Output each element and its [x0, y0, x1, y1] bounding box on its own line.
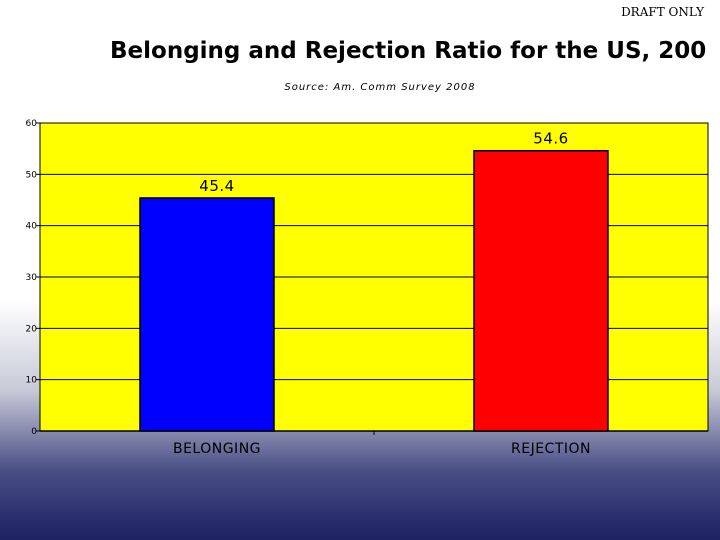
y-tick-label-10: 10 [26, 376, 38, 386]
bar-rejection [473, 149, 609, 432]
chart-title: Belonging and Rejection Ratio for the US… [110, 38, 707, 64]
bar-belonging [139, 197, 275, 432]
y-tick-label-20: 20 [26, 324, 38, 334]
x-tick-label-rejection: REJECTION [511, 441, 591, 457]
y-tick-label-40: 40 [26, 222, 38, 232]
x-tick-label-belonging: BELONGING [173, 441, 261, 457]
chart-subtitle: Source: Am. Comm Survey 2008 [284, 82, 476, 93]
y-tick-label-60: 60 [26, 119, 38, 129]
draft-label: DRAFT ONLY [621, 5, 704, 19]
y-tick-label-50: 50 [26, 170, 38, 180]
y-tick-label-30: 30 [26, 273, 38, 283]
data-label-belonging: 45.4 [199, 177, 234, 195]
data-label-rejection: 54.6 [533, 130, 568, 148]
y-tick-label-0: 0 [31, 427, 37, 437]
